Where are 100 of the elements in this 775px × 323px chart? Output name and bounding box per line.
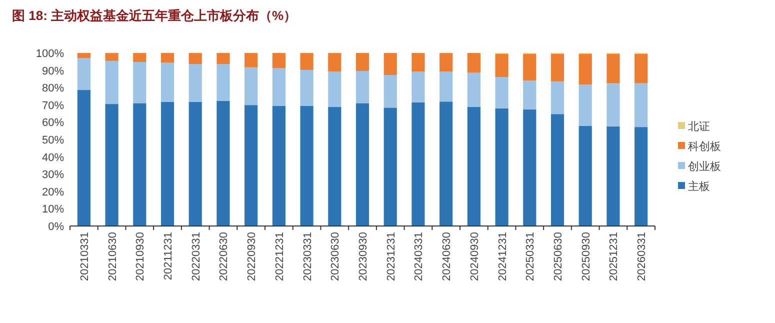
bar <box>578 54 592 85</box>
bar <box>188 53 202 64</box>
bar <box>300 106 314 226</box>
bar <box>160 53 174 63</box>
bar <box>550 54 564 82</box>
bar <box>578 126 592 226</box>
bar <box>328 72 342 107</box>
bar <box>244 67 258 106</box>
bar <box>495 54 508 78</box>
y-tick-label: 70% <box>42 100 64 112</box>
bar <box>105 60 118 104</box>
bar <box>412 53 425 72</box>
x-tick-label: 20220930 <box>246 232 258 281</box>
bar <box>606 83 620 126</box>
bar <box>523 80 536 110</box>
bar <box>606 54 620 84</box>
bar <box>550 114 564 226</box>
x-tick-label: 20230930 <box>358 232 370 281</box>
bar <box>634 127 648 226</box>
x-tick-label: 20241231 <box>496 232 509 281</box>
legend-label: 科创板 <box>688 141 721 153</box>
bar <box>160 102 174 226</box>
x-tick-label: 20240630 <box>441 232 454 281</box>
bar <box>300 53 314 70</box>
x-tick-label: 20250630 <box>552 232 564 281</box>
y-tick-label: 30% <box>42 169 64 182</box>
bar <box>272 68 286 106</box>
bar <box>634 54 648 84</box>
bar <box>467 72 480 107</box>
y-tick-label: 100% <box>36 48 64 60</box>
x-tick-label: 20210630 <box>106 232 119 281</box>
bar <box>578 84 592 126</box>
x-tick-label: 20230630 <box>330 232 342 281</box>
bar <box>188 64 202 102</box>
bar <box>133 62 146 104</box>
bar <box>467 53 480 73</box>
bar <box>105 104 118 226</box>
bar <box>356 70 370 104</box>
bar <box>606 126 620 226</box>
x-tick-label: 20211231 <box>162 232 174 280</box>
bar <box>440 72 453 102</box>
bar <box>495 108 508 226</box>
y-tick-label: 10% <box>42 204 64 216</box>
x-tick-label: 20240331 <box>413 232 426 281</box>
bar <box>467 106 480 226</box>
bar <box>216 64 230 101</box>
x-tick-label: 20210930 <box>134 232 147 281</box>
y-tick-label: 60% <box>42 117 64 130</box>
bar <box>244 105 258 226</box>
x-tick-label: 20240930 <box>468 232 481 281</box>
bar <box>440 102 453 226</box>
x-tick-label: 20221231 <box>274 232 286 281</box>
bar <box>550 81 564 114</box>
y-tick-label: 50% <box>42 134 64 146</box>
x-tick-label: 20250331 <box>524 232 537 281</box>
legend-label: 北证 <box>688 120 710 133</box>
bar <box>495 77 508 108</box>
x-tick-label: 20220331 <box>190 232 202 281</box>
bar <box>216 100 230 226</box>
bar <box>412 72 425 102</box>
y-tick-label: 90% <box>42 65 64 78</box>
x-tick-label: 20210331 <box>78 232 91 281</box>
bar <box>328 106 342 226</box>
bar <box>77 90 90 226</box>
bar <box>188 102 202 226</box>
y-tick-label: 0% <box>48 221 64 233</box>
x-tick-label: 20260331 <box>636 232 648 281</box>
bar <box>77 53 90 58</box>
bar <box>440 53 453 72</box>
bar <box>523 54 536 81</box>
bar <box>412 102 425 226</box>
y-tick-label: 40% <box>42 152 64 164</box>
legend-label: 创业板 <box>688 160 721 173</box>
bar <box>384 53 397 75</box>
bar <box>356 53 370 71</box>
bar <box>160 62 174 102</box>
bar <box>523 109 536 226</box>
bar <box>384 108 397 226</box>
bar <box>216 53 230 64</box>
bar <box>77 58 90 90</box>
y-tick-label: 20% <box>42 186 64 198</box>
bar <box>272 53 286 68</box>
bar <box>300 70 314 106</box>
x-tick-label: 20251231 <box>608 232 620 281</box>
x-tick-label: 20220630 <box>218 232 230 281</box>
bar <box>272 106 286 226</box>
bar <box>105 53 118 61</box>
y-tick-label: 80% <box>42 82 64 95</box>
bar <box>384 74 397 108</box>
bar <box>244 53 258 68</box>
x-tick-label: 20250930 <box>580 232 592 281</box>
bar <box>634 83 648 128</box>
bar <box>133 53 146 62</box>
bar <box>356 103 370 226</box>
chart-title: 图 18: 主动权益基金近五年重仓上市板分布（%） <box>12 8 297 23</box>
legend-label: 主板 <box>688 180 710 193</box>
bar <box>133 103 146 226</box>
x-tick-label: 20230331 <box>302 232 314 281</box>
x-tick-label: 20231231 <box>385 232 398 281</box>
bar <box>328 53 342 72</box>
